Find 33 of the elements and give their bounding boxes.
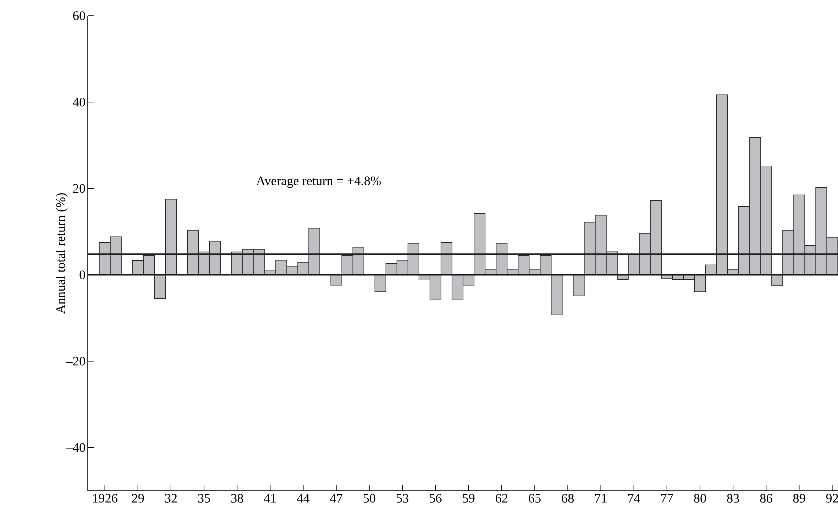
x-tick-label: 50 bbox=[364, 494, 376, 503]
x-tick-label: 32 bbox=[165, 494, 177, 503]
x-tick-label: 92 bbox=[826, 494, 838, 503]
y-tick-label: 0 bbox=[80, 270, 86, 280]
y-axis-title: Annual total return (%) bbox=[56, 193, 68, 314]
x-tick-label: 65 bbox=[529, 494, 541, 503]
x-tick-label: 83 bbox=[727, 494, 740, 503]
x-tick-label: 44 bbox=[297, 494, 310, 503]
x-tick-label: 47 bbox=[330, 494, 343, 503]
y-tick-label: 40 bbox=[73, 98, 86, 107]
x-tick-label: 89 bbox=[793, 494, 806, 503]
x-tick-label: 1926 bbox=[93, 494, 118, 503]
x-tick-label: 38 bbox=[232, 494, 244, 503]
x-tick-label: 80 bbox=[694, 494, 706, 503]
x-tick-label: 62 bbox=[496, 494, 508, 503]
x-tick-label: 71 bbox=[595, 494, 607, 503]
x-tick-label: 86 bbox=[760, 494, 772, 503]
x-tick-label: 56 bbox=[430, 494, 442, 503]
x-tick-label: 35 bbox=[198, 494, 210, 503]
x-tick-label: 29 bbox=[132, 494, 144, 503]
bar bbox=[165, 199, 178, 276]
y-tick-label: 20 bbox=[73, 184, 86, 194]
y-tick-label: 60 bbox=[73, 12, 86, 20]
x-tick-label: 53 bbox=[396, 494, 409, 503]
ref-line-label: Average return = +4.8% bbox=[256, 176, 382, 188]
bar bbox=[154, 274, 166, 300]
x-tick-label: 74 bbox=[628, 494, 640, 503]
x-tick-label: 77 bbox=[662, 494, 674, 503]
y-tick-label: –20 bbox=[66, 357, 86, 366]
x-tick-label: 68 bbox=[562, 494, 574, 503]
y-tick-label: –40 bbox=[66, 443, 86, 452]
x-tick-label: 41 bbox=[264, 494, 276, 503]
x-tick-label: 59 bbox=[463, 494, 475, 503]
